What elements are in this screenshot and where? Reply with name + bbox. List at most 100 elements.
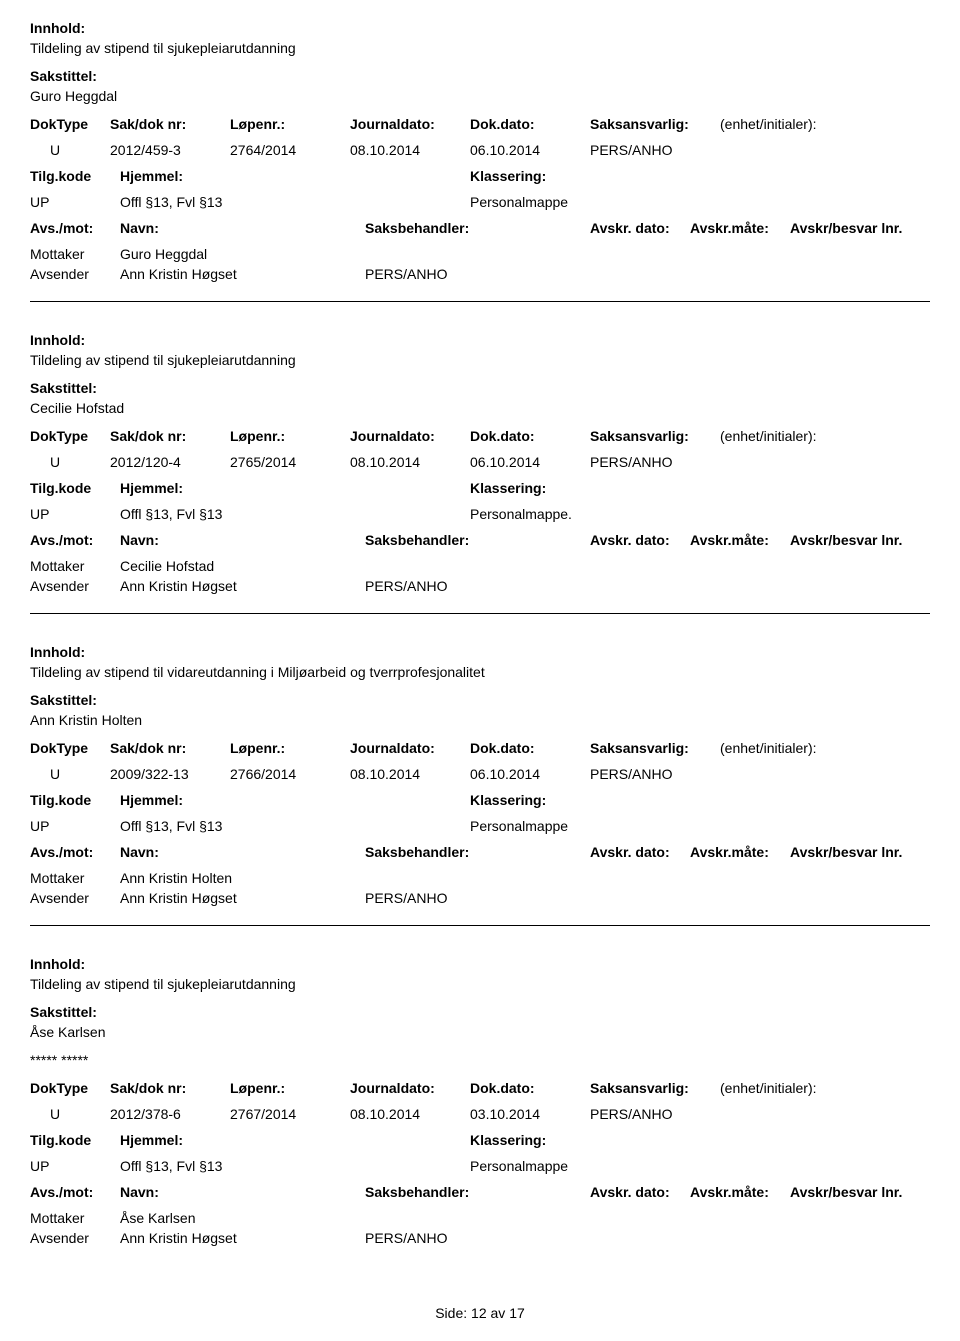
- klassering-label: Klassering:: [470, 1132, 670, 1148]
- innhold-label: Innhold:: [30, 644, 930, 660]
- header-row-3: Avs./mot: Navn: Saksbehandler: Avskr. da…: [30, 532, 930, 552]
- tilgkode-label: Tilg.kode: [30, 792, 120, 808]
- sakdok-value: 2012/459-3: [110, 142, 230, 158]
- footer-current-page: 12: [471, 1305, 487, 1321]
- doktype-label: DokType: [30, 116, 110, 132]
- avsmot-label: Avs./mot:: [30, 844, 120, 860]
- dokdato-label: Dok.dato:: [470, 1080, 590, 1096]
- avsender-handler: PERS/ANHO: [365, 266, 590, 282]
- sakdok-label: Sak/dok nr:: [110, 1080, 230, 1096]
- header-row-3: Avs./mot: Navn: Saksbehandler: Avskr. da…: [30, 1184, 930, 1204]
- navn-label: Navn:: [120, 844, 365, 860]
- avsender-role: Avsender: [30, 1230, 120, 1246]
- klassering-value: Personalmappe.: [470, 506, 670, 522]
- sakstittel-label: Sakstittel:: [30, 692, 930, 708]
- saksansvarlig-value: PERS/ANHO: [590, 454, 720, 470]
- journaldato-label: Journaldato:: [350, 740, 470, 756]
- mottaker-role: Mottaker: [30, 246, 120, 262]
- data-row-1: U 2012/459-3 2764/2014 08.10.2014 06.10.…: [30, 142, 930, 158]
- enhet-label: (enhet/initialer):: [720, 1080, 870, 1096]
- klassering-value: Personalmappe: [470, 1158, 670, 1174]
- lopenr-label: Løpenr.:: [230, 428, 350, 444]
- dokdato-label: Dok.dato:: [470, 740, 590, 756]
- dokdato-label: Dok.dato:: [470, 428, 590, 444]
- data-row-1: U 2012/378-6 2767/2014 08.10.2014 03.10.…: [30, 1106, 930, 1122]
- dokdato-label: Dok.dato:: [470, 116, 590, 132]
- hjemmel-value: Offl §13, Fvl §13: [120, 194, 470, 210]
- innhold-value: Tildeling av stipend til sjukepleiarutda…: [30, 976, 930, 992]
- saksbehandler-label: Saksbehandler:: [365, 220, 590, 236]
- header-row-3: Avs./mot: Navn: Saksbehandler: Avskr. da…: [30, 844, 930, 864]
- sakstittel-label: Sakstittel:: [30, 1004, 930, 1020]
- doktype-label: DokType: [30, 428, 110, 444]
- lopenr-value: 2767/2014: [230, 1106, 350, 1122]
- lopenr-value: 2764/2014: [230, 142, 350, 158]
- data-row-2: UP Offl §13, Fvl §13 Personalmappe: [30, 1158, 930, 1174]
- doktype-value: U: [30, 142, 110, 158]
- navn-label: Navn:: [120, 220, 365, 236]
- hjemmel-label: Hjemmel:: [120, 1132, 470, 1148]
- lopenr-label: Løpenr.:: [230, 740, 350, 756]
- data-row-2: UP Offl §13, Fvl §13 Personalmappe.: [30, 506, 930, 522]
- header-row-2: Tilg.kode Hjemmel: Klassering:: [30, 480, 930, 500]
- avskrdato-label: Avskr. dato:: [590, 532, 690, 548]
- avsender-row: Avsender Ann Kristin Høgset PERS/ANHO: [30, 578, 930, 594]
- innhold-label: Innhold:: [30, 332, 930, 348]
- journaldato-value: 08.10.2014: [350, 1106, 470, 1122]
- mottaker-name: Cecilie Hofstad: [120, 558, 365, 574]
- avskrbesvar-label: Avskr/besvar lnr.: [790, 532, 930, 548]
- doktype-label: DokType: [30, 1080, 110, 1096]
- mottaker-row: Mottaker Guro Heggdal: [30, 246, 930, 262]
- innhold-value: Tildeling av stipend til vidareutdanning…: [30, 664, 930, 680]
- page-footer: Side: 12 av 17: [30, 1305, 930, 1321]
- avsender-role: Avsender: [30, 266, 120, 282]
- footer-total-pages: 17: [509, 1305, 525, 1321]
- header-row-1: DokType Sak/dok nr: Løpenr.: Journaldato…: [30, 428, 930, 448]
- avsender-name: Ann Kristin Høgset: [120, 266, 365, 282]
- hjemmel-label: Hjemmel:: [120, 480, 470, 496]
- avskrdato-label: Avskr. dato:: [590, 220, 690, 236]
- tilgkode-value: UP: [30, 1158, 120, 1174]
- avsender-handler: PERS/ANHO: [365, 890, 590, 906]
- navn-label: Navn:: [120, 532, 365, 548]
- avsender-row: Avsender Ann Kristin Høgset PERS/ANHO: [30, 1230, 930, 1246]
- klassering-value: Personalmappe: [470, 194, 670, 210]
- saksansvarlig-value: PERS/ANHO: [590, 142, 720, 158]
- hjemmel-value: Offl §13, Fvl §13: [120, 506, 470, 522]
- avsmot-label: Avs./mot:: [30, 532, 120, 548]
- enhet-label: (enhet/initialer):: [720, 116, 870, 132]
- mottaker-role: Mottaker: [30, 558, 120, 574]
- avsender-role: Avsender: [30, 578, 120, 594]
- mottaker-name: Åse Karlsen: [120, 1210, 365, 1226]
- lopenr-value: 2766/2014: [230, 766, 350, 782]
- dokdato-value: 06.10.2014: [470, 766, 590, 782]
- klassering-value: Personalmappe: [470, 818, 670, 834]
- avsender-handler: PERS/ANHO: [365, 1230, 590, 1246]
- avskrmate-label: Avskr.måte:: [690, 844, 790, 860]
- doktype-value: U: [30, 766, 110, 782]
- hjemmel-label: Hjemmel:: [120, 792, 470, 808]
- sakdok-label: Sak/dok nr:: [110, 428, 230, 444]
- mottaker-role: Mottaker: [30, 1210, 120, 1226]
- data-row-1: U 2012/120-4 2765/2014 08.10.2014 06.10.…: [30, 454, 930, 470]
- saksansvarlig-label: Saksansvarlig:: [590, 740, 720, 756]
- avsmot-label: Avs./mot:: [30, 1184, 120, 1200]
- header-row-1: DokType Sak/dok nr: Løpenr.: Journaldato…: [30, 116, 930, 136]
- mottaker-name: Guro Heggdal: [120, 246, 365, 262]
- header-row-3: Avs./mot: Navn: Saksbehandler: Avskr. da…: [30, 220, 930, 240]
- journaldato-label: Journaldato:: [350, 428, 470, 444]
- data-row-1: U 2009/322-13 2766/2014 08.10.2014 06.10…: [30, 766, 930, 782]
- journaldato-value: 08.10.2014: [350, 142, 470, 158]
- innhold-label: Innhold:: [30, 20, 930, 36]
- enhet-label: (enhet/initialer):: [720, 740, 870, 756]
- avskrmate-label: Avskr.måte:: [690, 220, 790, 236]
- header-row-1: DokType Sak/dok nr: Løpenr.: Journaldato…: [30, 740, 930, 760]
- avskrbesvar-label: Avskr/besvar lnr.: [790, 220, 930, 236]
- tilgkode-label: Tilg.kode: [30, 1132, 120, 1148]
- sakstittel-value: Ann Kristin Holten: [30, 712, 930, 728]
- tilgkode-value: UP: [30, 818, 120, 834]
- sakstittel-value: Cecilie Hofstad: [30, 400, 930, 416]
- sakdok-value: 2012/378-6: [110, 1106, 230, 1122]
- avsender-row: Avsender Ann Kristin Høgset PERS/ANHO: [30, 890, 930, 906]
- enhet-label: (enhet/initialer):: [720, 428, 870, 444]
